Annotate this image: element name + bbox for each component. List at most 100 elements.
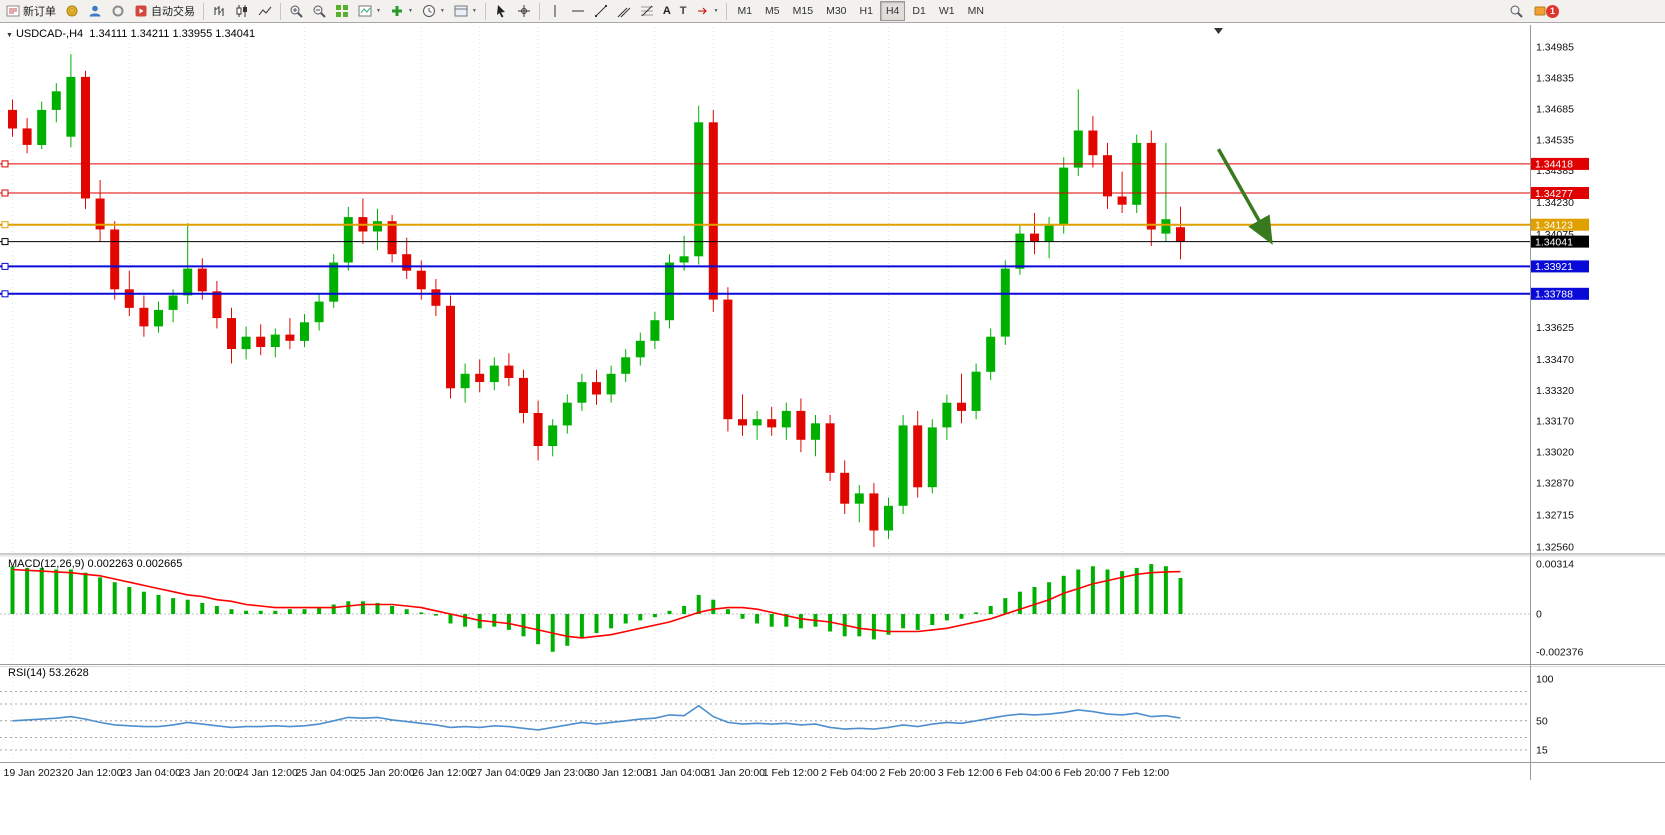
- svg-text:3 Feb 12:00: 3 Feb 12:00: [938, 767, 994, 779]
- candles[interactable]: [8, 54, 1185, 547]
- zoom-out-icon: [312, 4, 326, 18]
- svg-text:6 Feb 20:00: 6 Feb 20:00: [1055, 767, 1111, 779]
- svg-text:100: 100: [1536, 674, 1554, 686]
- svg-text:1.33470: 1.33470: [1536, 354, 1574, 366]
- candlestick-chart-icon: [235, 4, 249, 18]
- svg-text:1.34230: 1.34230: [1536, 197, 1574, 209]
- add-indicator-button[interactable]: ▼: [386, 1, 417, 21]
- text-tool-button[interactable]: A: [659, 1, 675, 21]
- timeframe-m1[interactable]: M1: [731, 1, 758, 21]
- svg-text:1.34041: 1.34041: [1535, 236, 1573, 248]
- crosshair-button[interactable]: [513, 1, 535, 21]
- rsi-panel[interactable]: [0, 691, 1530, 751]
- chart-expand-icon[interactable]: ▼: [6, 32, 13, 39]
- svg-text:30 Jan 12:00: 30 Jan 12:00: [588, 767, 649, 779]
- horizontal-lines[interactable]: [0, 160, 1530, 298]
- svg-text:1.34277: 1.34277: [1535, 188, 1573, 200]
- autotrade-play-icon: [134, 4, 148, 18]
- candlestick-chart-button[interactable]: [231, 1, 253, 21]
- price-scale: 1.349851.348351.346851.345351.343851.342…: [1536, 42, 1583, 757]
- toolbar: 新订单 自动交易 ▼ ▼ ▼ ▼ A T ▼ M1 M5 M15 M30 H1: [0, 0, 1665, 23]
- cursor-button[interactable]: [490, 1, 512, 21]
- rsi-name: RSI(14): [8, 667, 46, 679]
- svg-text:1.34985: 1.34985: [1536, 42, 1574, 54]
- indicator-windows-button[interactable]: ▼: [354, 1, 385, 21]
- bar-chart-button[interactable]: [208, 1, 230, 21]
- svg-text:1.34418: 1.34418: [1535, 159, 1573, 171]
- template-icon: [454, 4, 468, 18]
- separator: [280, 2, 281, 20]
- coin-icon: [65, 4, 79, 18]
- community-button[interactable]: [107, 1, 129, 21]
- timeframe-m30[interactable]: M30: [820, 1, 852, 21]
- trend-arrow[interactable]: [1216, 148, 1273, 245]
- zoom-in-button[interactable]: [285, 1, 307, 21]
- timeframe-mn[interactable]: MN: [962, 1, 990, 21]
- trendline-button[interactable]: [590, 1, 612, 21]
- dropdown-arrow-icon: ▼: [439, 8, 445, 14]
- chart-shift-marker-icon[interactable]: [1214, 28, 1223, 34]
- svg-text:7 Feb 12:00: 7 Feb 12:00: [1113, 767, 1169, 779]
- svg-text:26 Jan 12:00: 26 Jan 12:00: [412, 767, 473, 779]
- label-icon: T: [679, 5, 687, 17]
- timeframe-m15[interactable]: M15: [787, 1, 819, 21]
- alerts-button[interactable]: 1: [1529, 1, 1563, 21]
- svg-text:25 Jan 04:00: 25 Jan 04:00: [296, 767, 357, 779]
- zoom-out-button[interactable]: [308, 1, 330, 21]
- line-chart-button[interactable]: [254, 1, 276, 21]
- channel-icon: [617, 4, 631, 18]
- vertical-line-button[interactable]: [544, 1, 566, 21]
- profile-button[interactable]: [84, 1, 106, 21]
- svg-text:31 Jan 20:00: 31 Jan 20:00: [704, 767, 765, 779]
- channel-button[interactable]: [613, 1, 635, 21]
- svg-text:1.34535: 1.34535: [1536, 134, 1574, 146]
- separator: [484, 2, 486, 20]
- svg-text:19 Jan 2023: 19 Jan 2023: [4, 767, 62, 779]
- search-icon: [1509, 4, 1523, 18]
- shapes-button[interactable]: ▼: [692, 1, 723, 21]
- svg-text:1.34123: 1.34123: [1535, 220, 1573, 232]
- macd-panel[interactable]: [0, 564, 1530, 652]
- tile-windows-button[interactable]: [331, 1, 353, 21]
- timeframe-d1[interactable]: D1: [906, 1, 931, 21]
- panel-separators[interactable]: [0, 25, 1665, 780]
- new-order-button[interactable]: 新订单: [2, 1, 60, 21]
- timeframe-w1[interactable]: W1: [933, 1, 961, 21]
- svg-text:25 Jan 20:00: 25 Jan 20:00: [354, 767, 415, 779]
- svg-text:23 Jan 20:00: 23 Jan 20:00: [179, 767, 240, 779]
- timeframe-h4[interactable]: H4: [879, 1, 906, 21]
- timeframe-m5[interactable]: M5: [759, 1, 786, 21]
- arrow-shape-icon: [696, 4, 710, 18]
- svg-text:0.00314: 0.00314: [1536, 559, 1574, 571]
- notification-badge[interactable]: 1: [1546, 4, 1559, 18]
- new-order-icon: [6, 4, 20, 18]
- separator: [203, 2, 204, 20]
- dropdown-arrow-icon: ▼: [713, 8, 719, 14]
- macd-value-signal: 0.002665: [136, 558, 183, 570]
- chart-title: ▼ USDCAD-,H4 1.34111 1.34211 1.33955 1.34…: [6, 28, 255, 40]
- macd-label: MACD(12,26,9) 0.002263 0.002665: [8, 558, 182, 570]
- macd-name: MACD(12,26,9): [8, 558, 85, 570]
- dropdown-arrow-icon: ▼: [407, 8, 413, 14]
- market-watch-button[interactable]: [61, 1, 83, 21]
- timeframe-h1[interactable]: H1: [854, 1, 879, 21]
- autotrade-button[interactable]: 自动交易: [130, 1, 199, 21]
- svg-text:2 Feb 20:00: 2 Feb 20:00: [880, 767, 936, 779]
- templates-button[interactable]: ▼: [450, 1, 481, 21]
- dropdown-arrow-icon: ▼: [376, 8, 381, 14]
- search-button[interactable]: [1505, 1, 1527, 21]
- svg-text:50: 50: [1536, 715, 1548, 727]
- svg-text:1 Feb 12:00: 1 Feb 12:00: [763, 767, 819, 779]
- svg-text:20 Jan 12:00: 20 Jan 12:00: [62, 767, 123, 779]
- zoom-in-icon: [289, 4, 303, 18]
- vertical-line-icon: [548, 4, 562, 18]
- svg-text:24 Jan 12:00: 24 Jan 12:00: [237, 767, 298, 779]
- indicator-window-icon: [358, 4, 372, 18]
- horizontal-line-button[interactable]: [567, 1, 589, 21]
- label-tool-button[interactable]: T: [676, 1, 691, 21]
- fibonacci-button[interactable]: [636, 1, 658, 21]
- time-axis[interactable]: 19 Jan 2023 20 Jan 12:0023 Jan 04:0023 Ja…: [4, 767, 1170, 779]
- periods-button[interactable]: ▼: [418, 1, 449, 21]
